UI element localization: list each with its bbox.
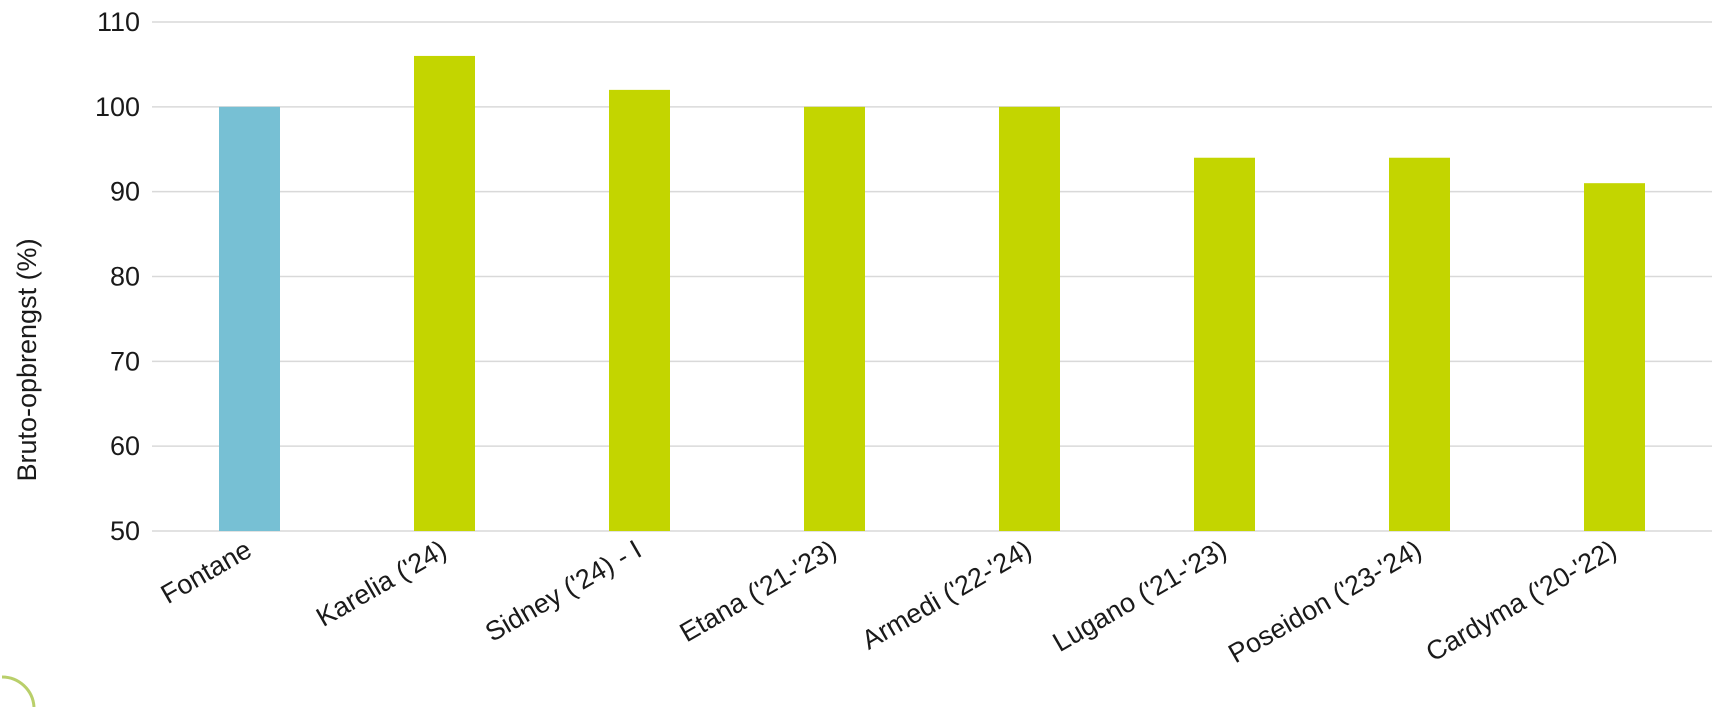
- circle-arc-icon: [1, 675, 36, 707]
- y-tick-label: 80: [110, 262, 140, 292]
- x-category-label: Lugano ('21-'23): [1048, 534, 1232, 657]
- y-tick-label: 50: [110, 516, 140, 546]
- y-tick-label: 70: [110, 346, 140, 376]
- y-tick-label: 90: [110, 177, 140, 207]
- x-category-label: Sidney ('24) - I: [480, 534, 646, 647]
- bar: [1194, 157, 1255, 531]
- x-category-label: Poseidon ('23-'24): [1223, 534, 1426, 669]
- x-category-label: Cardyma ('20-'22): [1421, 534, 1622, 667]
- gridlines: [152, 21, 1712, 532]
- bar: [1389, 157, 1450, 531]
- y-axis-ticks: 50 60 70 80 90 100 110: [95, 7, 140, 546]
- bar: [804, 106, 865, 531]
- bars: [219, 55, 1645, 531]
- bar: [219, 106, 280, 531]
- bar: [609, 89, 670, 531]
- x-category-label: Armedi ('22-'24): [857, 534, 1037, 655]
- bar: [999, 106, 1060, 531]
- y-tick-label: 110: [97, 7, 140, 37]
- x-category-label: Etana ('21-'23): [675, 534, 842, 648]
- x-axis-labels: Fontane Karelia ('24) Sidney ('24) - I Etan…: [156, 534, 1622, 669]
- y-axis-title: Bruto-opbrengst (%): [12, 238, 42, 481]
- y-tick-label: 60: [110, 431, 140, 461]
- x-category-label: Karelia ('24): [311, 534, 451, 632]
- bar: [414, 55, 475, 531]
- x-category-label: Fontane: [156, 534, 257, 610]
- y-tick-label: 100: [95, 92, 140, 122]
- bar: [1584, 183, 1645, 531]
